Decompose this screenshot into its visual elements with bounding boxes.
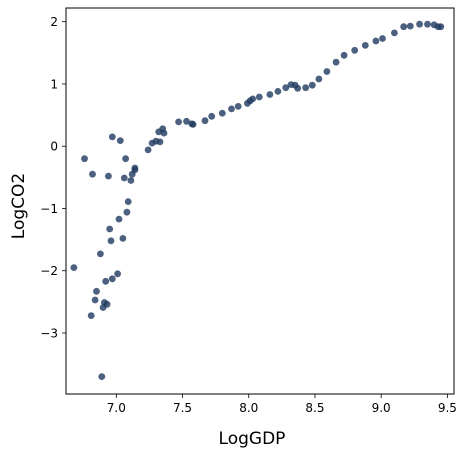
- axes-frame: [65, 7, 455, 395]
- data-point: [249, 95, 257, 103]
- x-tick-label: 9.0: [372, 401, 391, 415]
- y-tick-label: −3: [40, 326, 58, 340]
- data-point: [175, 118, 183, 126]
- data-point: [131, 166, 139, 174]
- x-tick-label: 9.5: [438, 401, 457, 415]
- data-point: [308, 81, 316, 89]
- data-point: [274, 88, 282, 95]
- data-point: [106, 225, 114, 233]
- data-point: [400, 23, 408, 31]
- data-point: [160, 129, 168, 137]
- data-point: [91, 296, 99, 304]
- plot-area-border: [65, 7, 455, 395]
- data-point: [122, 155, 129, 163]
- data-point: [218, 109, 226, 117]
- data-point: [144, 146, 152, 154]
- data-point: [406, 22, 414, 30]
- data-point: [228, 105, 235, 113]
- data-point: [127, 177, 135, 184]
- data-point: [302, 84, 310, 92]
- data-point: [115, 215, 123, 223]
- data-point: [70, 264, 78, 271]
- y-axis-label: LogCO2: [9, 173, 29, 239]
- data-point: [93, 287, 100, 295]
- x-tick-label: 7.5: [173, 401, 192, 415]
- data-point: [282, 84, 290, 92]
- data-point: [416, 20, 423, 28]
- data-point: [372, 37, 380, 45]
- data-point: [81, 155, 88, 163]
- data-point: [208, 112, 216, 120]
- data-point: [201, 117, 209, 125]
- data-point: [332, 58, 340, 66]
- data-point: [189, 121, 197, 128]
- y-tick-label: 1: [50, 77, 58, 91]
- data-point: [87, 312, 95, 319]
- data-point: [351, 46, 359, 54]
- y-tick-label: −2: [40, 264, 58, 278]
- data-point: [266, 91, 274, 98]
- data-point: [120, 174, 128, 182]
- data-point: [108, 275, 116, 283]
- data-point: [294, 84, 302, 92]
- data-point: [183, 117, 190, 125]
- data-point: [119, 235, 127, 242]
- data-point: [234, 103, 242, 110]
- y-tick-label: −1: [40, 202, 58, 216]
- x-tick-label: 8.0: [239, 401, 258, 415]
- data-point: [114, 270, 121, 278]
- data-point: [98, 373, 106, 380]
- y-tick-label: 0: [50, 140, 58, 154]
- data-point: [105, 172, 112, 180]
- data-point: [108, 133, 116, 141]
- data-point: [255, 93, 263, 101]
- data-point: [315, 75, 323, 83]
- points-layer: [70, 20, 445, 380]
- x-ticks: 7.0 7.5 8.0 8.5 9.0 9.5: [107, 394, 457, 415]
- data-point: [323, 68, 331, 75]
- data-point: [89, 170, 96, 178]
- data-point: [361, 42, 369, 49]
- data-point: [103, 300, 111, 308]
- data-point: [437, 23, 445, 31]
- data-point: [379, 35, 386, 42]
- y-ticks: −3 −2 −1 0 1 2: [40, 15, 66, 340]
- x-tick-label: 7.0: [107, 401, 126, 415]
- data-point: [116, 137, 124, 145]
- data-point: [97, 250, 104, 258]
- data-point: [424, 20, 431, 28]
- data-point: [107, 237, 115, 245]
- data-point: [123, 208, 131, 216]
- data-point: [156, 138, 164, 146]
- data-point: [391, 29, 398, 37]
- y-tick-label: 2: [50, 15, 58, 29]
- x-tick-label: 8.5: [305, 401, 324, 415]
- data-point: [102, 277, 110, 285]
- x-axis-label: LogGDP: [219, 429, 286, 449]
- data-point: [124, 198, 132, 206]
- data-point: [340, 51, 348, 59]
